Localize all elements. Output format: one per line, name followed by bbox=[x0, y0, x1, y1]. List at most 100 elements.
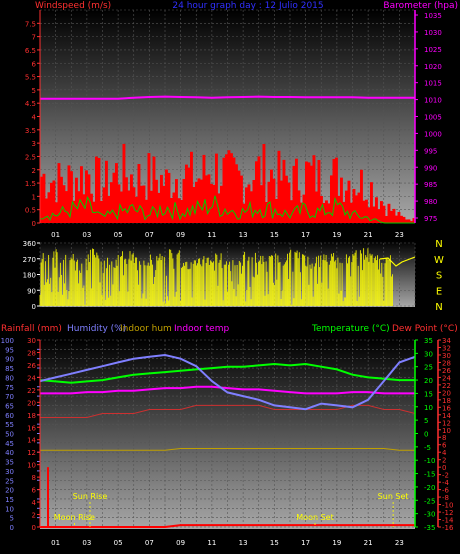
barometer-tick-label: 995 bbox=[424, 147, 437, 155]
x-tick-label: 21 bbox=[364, 539, 373, 547]
windspeed-bar bbox=[215, 153, 218, 223]
dew-tick-label: 12 bbox=[442, 419, 451, 427]
windspeed-bar bbox=[280, 180, 283, 223]
humidity-tick-label: 70 bbox=[5, 393, 14, 401]
x-tick-label: 13 bbox=[239, 231, 248, 239]
windspeed-bar bbox=[177, 198, 181, 223]
temperature-line bbox=[39, 362, 415, 384]
windspeed-bar bbox=[335, 157, 338, 223]
indoor-temp-line bbox=[40, 385, 415, 395]
windspeed-bar bbox=[272, 178, 276, 223]
windspeed-bar bbox=[370, 182, 373, 223]
windspeed-bar bbox=[112, 172, 116, 223]
temperature-tick-label: 0 bbox=[424, 431, 428, 439]
windspeed-bar bbox=[220, 185, 223, 223]
windspeed-bar bbox=[310, 165, 313, 223]
temperature-tick-label: 30 bbox=[424, 350, 433, 358]
temperature-tick-label: -20 bbox=[424, 484, 435, 492]
windspeed-tick-label: 4 bbox=[32, 114, 37, 122]
rainfall-tick-label: 10 bbox=[27, 462, 36, 470]
dew-tick-label: -2 bbox=[442, 472, 449, 480]
humidity-tick-label: 40 bbox=[5, 449, 14, 457]
x-tick-label: 21 bbox=[364, 231, 373, 239]
windspeed-bar bbox=[45, 198, 48, 223]
x-tick-label: 01 bbox=[51, 539, 60, 547]
dew-tick-label: 10 bbox=[442, 427, 451, 435]
dew-tick-label: 24 bbox=[442, 374, 451, 382]
windspeed-bar bbox=[282, 159, 286, 223]
x-tick-label: 13 bbox=[239, 539, 248, 547]
legend-label: Indoor hum bbox=[120, 324, 172, 334]
windspeed-bar bbox=[352, 189, 356, 223]
windspeed-bar bbox=[110, 182, 113, 223]
windspeed-tick-label: 7.5 bbox=[25, 20, 36, 28]
windspeed-bar bbox=[322, 203, 326, 223]
compass-label: N bbox=[435, 239, 442, 250]
dew-tick-label: 2 bbox=[442, 457, 446, 465]
windspeed-bar bbox=[375, 197, 378, 223]
humidity-tick-label: 10 bbox=[5, 505, 14, 513]
direction-tick-label: 0 bbox=[32, 303, 36, 311]
windspeed-bar bbox=[107, 195, 111, 223]
windspeed-bar bbox=[362, 200, 366, 223]
windspeed-bar bbox=[332, 159, 336, 223]
windspeed-bar bbox=[300, 202, 303, 223]
legend-label: Temperature (°C) bbox=[311, 324, 390, 334]
windspeed-bar bbox=[152, 156, 156, 223]
x-tick-label: 03 bbox=[82, 231, 91, 239]
windspeed-bar bbox=[170, 198, 173, 223]
rainfall-tick-label: 8 bbox=[32, 474, 36, 482]
windspeed-bar bbox=[97, 158, 101, 223]
rainfall-tick-label: 12 bbox=[27, 449, 36, 457]
windspeed-bar bbox=[132, 187, 136, 223]
humidity-tick-label: 50 bbox=[5, 431, 14, 439]
windspeed-bar bbox=[200, 179, 203, 223]
windspeed-bar bbox=[122, 143, 126, 223]
direction-tick-label: 90 bbox=[27, 287, 36, 295]
windspeed-bar bbox=[377, 209, 381, 223]
windspeed-bar bbox=[125, 177, 128, 223]
windspeed-bar bbox=[187, 167, 191, 223]
windspeed-bar bbox=[195, 181, 198, 223]
windspeed-bar bbox=[197, 178, 201, 223]
windspeed-bar bbox=[340, 177, 343, 223]
windspeed-bar bbox=[372, 206, 376, 223]
x-tick-label: 07 bbox=[145, 231, 154, 239]
barometer-tick-label: 1010 bbox=[424, 97, 442, 105]
windspeed-bar bbox=[360, 169, 363, 223]
barometer-line bbox=[40, 95, 415, 100]
windspeed-bar bbox=[147, 153, 151, 223]
windspeed-bar bbox=[140, 185, 143, 223]
windspeed-bar bbox=[100, 201, 103, 223]
humidity-tick-label: 100 bbox=[1, 337, 14, 345]
windspeed-bar bbox=[145, 199, 148, 223]
direction-tick-label: 270 bbox=[23, 256, 36, 264]
windspeed-bar bbox=[52, 180, 56, 223]
windspeed-bar bbox=[320, 196, 323, 223]
windspeed-bar bbox=[182, 179, 186, 223]
windspeed-bar bbox=[290, 200, 293, 223]
windspeed-tick-label: 2.5 bbox=[25, 153, 36, 161]
windspeed-bar bbox=[212, 184, 216, 223]
humidity-tick-label: 25 bbox=[5, 477, 14, 485]
temperature-tick-label: -25 bbox=[424, 497, 435, 505]
temperature-tick-label: 20 bbox=[424, 377, 433, 385]
windspeed-bar bbox=[317, 160, 321, 223]
windspeed-bar bbox=[382, 205, 386, 223]
windspeed-bar bbox=[270, 169, 273, 223]
dew-tick-label: -10 bbox=[442, 502, 453, 510]
legend-label: Indoor temp bbox=[174, 324, 229, 334]
barometer-tick-label: 1015 bbox=[424, 80, 442, 88]
windspeed-bar bbox=[265, 202, 268, 223]
direction-tick-label: 180 bbox=[23, 272, 36, 280]
windspeed-bar bbox=[240, 175, 243, 223]
barometer-tick-label: 1005 bbox=[424, 114, 442, 122]
x-tick-label: 05 bbox=[114, 539, 123, 547]
wind-gust-line bbox=[39, 195, 415, 224]
windspeed-bar bbox=[230, 153, 233, 223]
windspeed-bar bbox=[245, 187, 248, 223]
windspeed-bar bbox=[307, 162, 311, 223]
windspeed-bar bbox=[292, 165, 296, 223]
humidity-tick-label: 80 bbox=[5, 374, 14, 382]
